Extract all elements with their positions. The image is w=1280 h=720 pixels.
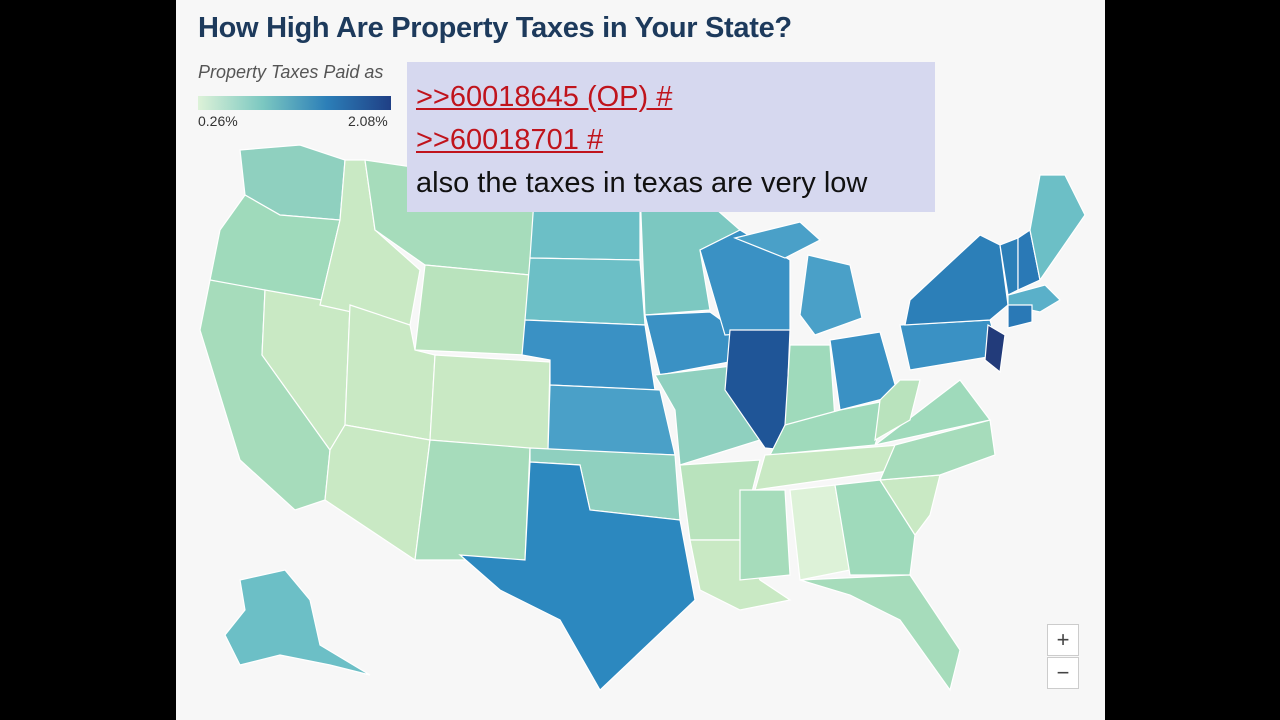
state bbox=[874, 379, 992, 446]
state bbox=[1007, 304, 1033, 329]
state bbox=[429, 354, 551, 451]
state bbox=[414, 264, 531, 356]
state bbox=[699, 229, 791, 336]
legend-gradient bbox=[198, 96, 391, 110]
state bbox=[874, 379, 921, 442]
post-text: also the taxes in texas are very low bbox=[416, 167, 868, 199]
quote-link[interactable]: >>60018645 (OP) # bbox=[416, 81, 673, 113]
subtitle: Property Taxes Paid as bbox=[198, 62, 384, 82]
state bbox=[547, 384, 676, 456]
state bbox=[733, 221, 822, 259]
title: How High Are Property Taxes in Your Stat… bbox=[198, 12, 792, 44]
state bbox=[904, 234, 1009, 326]
state bbox=[414, 439, 531, 561]
state bbox=[324, 424, 431, 562]
quote-link[interactable]: >>60018701 # bbox=[416, 124, 604, 156]
legend-min: 0.26% bbox=[198, 113, 238, 129]
state bbox=[899, 319, 1001, 371]
state bbox=[739, 489, 791, 581]
state bbox=[458, 461, 696, 691]
state bbox=[224, 569, 371, 676]
state bbox=[984, 324, 1006, 374]
state bbox=[524, 257, 646, 326]
zoom-in[interactable]: + bbox=[1047, 624, 1079, 656]
state bbox=[879, 419, 996, 481]
state bbox=[799, 574, 961, 692]
zoom-out[interactable]: − bbox=[1047, 657, 1079, 689]
states bbox=[199, 144, 1086, 692]
state bbox=[1029, 174, 1086, 282]
post-overlay: >>60018645 (OP) # >>60018701 # also the … bbox=[407, 62, 935, 212]
legend-max: 2.08% bbox=[348, 113, 388, 129]
state bbox=[799, 254, 863, 336]
